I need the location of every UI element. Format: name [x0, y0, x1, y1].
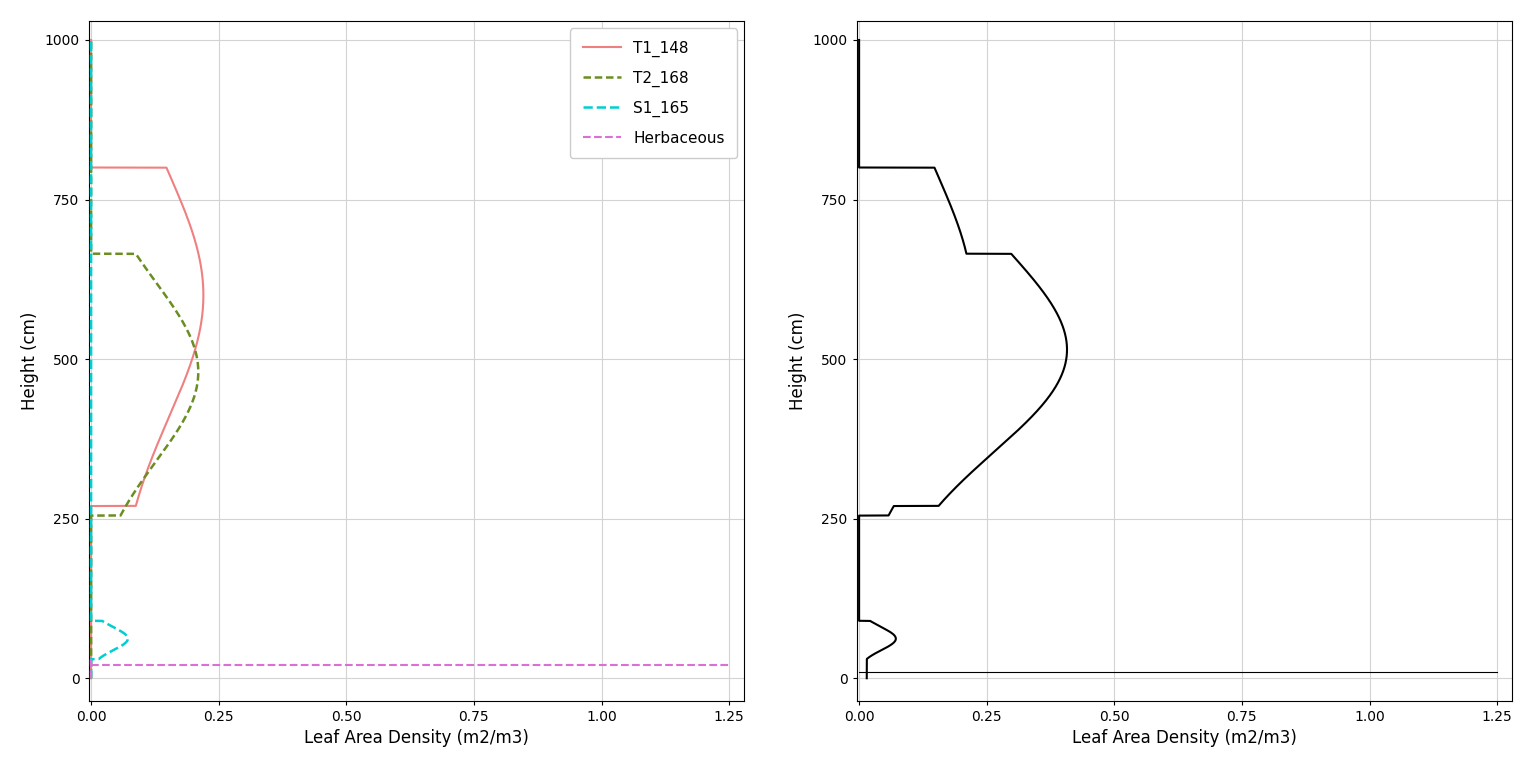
- Legend: T1_148, T2_168, S1_165, Herbaceous: T1_148, T2_168, S1_165, Herbaceous: [570, 28, 737, 157]
- Y-axis label: Height (cm): Height (cm): [22, 312, 38, 410]
- X-axis label: Leaf Area Density (m2/m3): Leaf Area Density (m2/m3): [304, 729, 528, 747]
- Y-axis label: Height (cm): Height (cm): [790, 312, 806, 410]
- X-axis label: Leaf Area Density (m2/m3): Leaf Area Density (m2/m3): [1072, 729, 1296, 747]
